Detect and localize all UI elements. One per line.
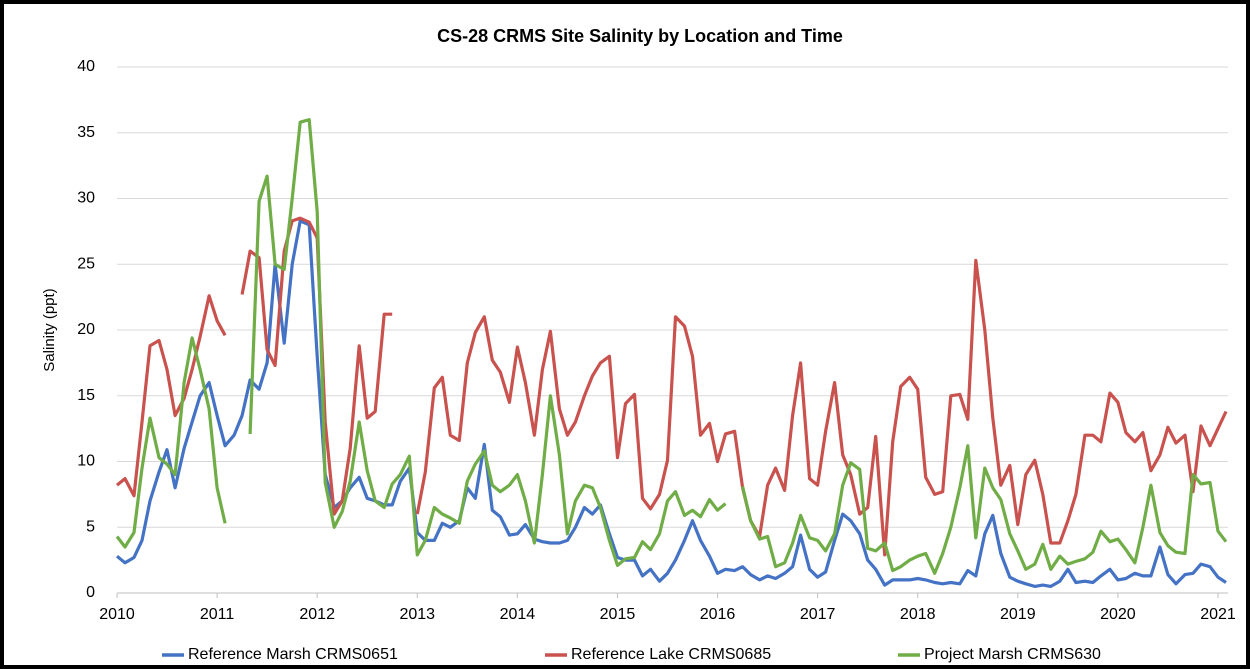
- x-tick-label: 2016: [700, 606, 736, 623]
- y-tick-label: 15: [77, 387, 95, 404]
- x-tick-label: 2015: [600, 606, 636, 623]
- x-tick-label: 2013: [399, 606, 435, 623]
- y-tick-label: 30: [77, 190, 95, 207]
- x-tick-label: 2020: [1100, 606, 1136, 623]
- chart-title: CS-28 CRMS Site Salinity by Location and…: [437, 26, 843, 46]
- y-tick-label: 0: [86, 584, 95, 601]
- y-tick-label: 10: [77, 453, 95, 470]
- x-tick-label: 2019: [1000, 606, 1036, 623]
- y-tick-label: 20: [77, 321, 95, 338]
- legend-label: Project Marsh CRMS630: [924, 646, 1101, 663]
- x-tick-label: 2018: [900, 606, 936, 623]
- x-tick-label: 2010: [99, 606, 135, 623]
- x-tick-label: 2017: [800, 606, 836, 623]
- x-tick-label: 2021: [1200, 606, 1236, 623]
- x-tick-label: 2012: [299, 606, 335, 623]
- y-axis-label: Salinity (ppt): [41, 288, 58, 371]
- legend-label: Reference Marsh CRMS0651: [188, 646, 398, 663]
- y-tick-label: 40: [77, 58, 95, 75]
- y-tick-label: 5: [86, 518, 95, 535]
- series-line: [115, 219, 1227, 588]
- y-tick-label: 35: [77, 124, 95, 141]
- x-tick-label: 2014: [500, 606, 536, 623]
- legend-label: Reference Lake CRMS0685: [571, 646, 771, 663]
- x-tick-label: 2011: [200, 606, 235, 623]
- y-tick-label: 25: [77, 255, 95, 272]
- series-line: [115, 118, 1228, 575]
